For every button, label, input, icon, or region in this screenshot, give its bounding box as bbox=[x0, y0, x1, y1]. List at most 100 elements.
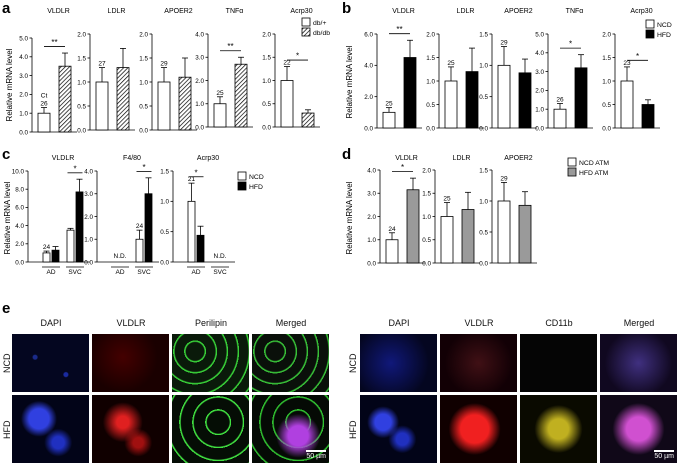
ct-value-label: 23 bbox=[623, 60, 631, 67]
bar-ncd bbox=[187, 200, 196, 263]
bar-db-db bbox=[178, 76, 192, 131]
y-tick-label: 0.5 bbox=[602, 102, 611, 109]
scale-bar-label: 50 µm bbox=[654, 453, 674, 460]
group-label: AD bbox=[191, 269, 200, 276]
chart-title: VLDLR bbox=[392, 8, 415, 15]
bar-hfd bbox=[196, 234, 205, 263]
micrograph-hfd-merged: 50 µm bbox=[600, 395, 677, 463]
y-tick-label: 2.0 bbox=[195, 78, 204, 85]
y-tick-label: 10.0 bbox=[12, 168, 25, 175]
y-tick-label: 1.5 bbox=[139, 55, 148, 62]
column-header-vldlr: VLDLR bbox=[116, 318, 146, 328]
y-tick-label: 0.0 bbox=[77, 127, 86, 134]
y-tick-label: 4.0 bbox=[364, 63, 373, 70]
row-label-hfd: HFD bbox=[2, 420, 12, 440]
scale-bar-label: 50 µm bbox=[306, 453, 326, 460]
y-axis-label-c: Relative mRNA level bbox=[3, 181, 12, 254]
significance-marker: * bbox=[401, 163, 404, 172]
legend-label: NCD ATM bbox=[579, 160, 609, 167]
y-tick-label: 1.5 bbox=[422, 191, 431, 198]
y-tick-label: 0.0 bbox=[139, 127, 148, 134]
y-tick-label: 0.0 bbox=[426, 125, 435, 132]
group-label: SVC bbox=[68, 269, 82, 276]
row-label-ncd: NCD bbox=[2, 353, 12, 374]
y-tick-label: 3.0 bbox=[535, 69, 544, 76]
bar-ncd bbox=[444, 80, 458, 129]
y-tick-label: 0.5 bbox=[139, 103, 148, 110]
scale-bar-line bbox=[306, 450, 326, 452]
significance-marker: * bbox=[569, 40, 572, 49]
chart-title: Acrp30 bbox=[290, 8, 312, 15]
y-tick-label: 0.5 bbox=[479, 229, 488, 236]
y-tick-label: 2.0 bbox=[15, 241, 24, 248]
legend-swatch-black bbox=[237, 181, 247, 191]
scale-bar: 50 µm bbox=[654, 450, 674, 460]
significance-marker: * bbox=[142, 163, 145, 172]
legend-swatch-black bbox=[645, 29, 655, 39]
bar-ncd bbox=[620, 80, 634, 129]
chart-title: LDLR bbox=[453, 155, 471, 162]
micrograph-hfd-perilipin bbox=[172, 395, 249, 463]
y-tick-label: 4.0 bbox=[19, 54, 28, 61]
y-tick-label: 4.0 bbox=[367, 167, 376, 174]
legend-swatch-gray bbox=[567, 167, 577, 177]
panel-label-d: d bbox=[342, 146, 352, 163]
ct-value-label: 26 bbox=[556, 97, 564, 104]
micrograph-ncd-merged bbox=[252, 334, 329, 392]
bar-hfd bbox=[574, 67, 588, 129]
y-tick-label: 1.0 bbox=[19, 111, 28, 118]
y-tick-label: 4.0 bbox=[535, 50, 544, 57]
y-tick-label: 1.0 bbox=[84, 237, 93, 244]
y-tick-label: 0.0 bbox=[367, 260, 376, 267]
chart-title: Acrp30 bbox=[630, 8, 652, 15]
y-tick-label: 1.5 bbox=[479, 167, 488, 174]
chart-title: APOER2 bbox=[504, 155, 533, 162]
y-tick-label: 1.0 bbox=[479, 63, 488, 70]
y-tick-label: 1.0 bbox=[195, 101, 204, 108]
bar-db- bbox=[37, 112, 51, 133]
chart-title: VLDLR bbox=[52, 155, 75, 162]
y-tick-label: 0.5 bbox=[426, 102, 435, 109]
micrograph-hfd-dapi bbox=[12, 395, 89, 463]
bar-db- bbox=[95, 81, 109, 131]
y-tick-label: 1.0 bbox=[602, 78, 611, 85]
scale-bar-line bbox=[654, 450, 674, 452]
legend-label: NCD bbox=[249, 174, 264, 181]
ct-value-label: 25 bbox=[385, 101, 393, 108]
ct-value-label: 24 bbox=[136, 223, 144, 230]
y-tick-label: 2.0 bbox=[364, 94, 373, 101]
bar-db- bbox=[213, 103, 227, 128]
y-tick-label: 1.0 bbox=[535, 107, 544, 114]
y-tick-label: 0.5 bbox=[422, 237, 431, 244]
chart-title: APOER2 bbox=[164, 8, 193, 15]
y-tick-label: 1.0 bbox=[422, 214, 431, 221]
panel-label-b: b bbox=[342, 0, 352, 17]
ct-value-label: 27 bbox=[98, 61, 106, 68]
bar-hfd bbox=[518, 72, 532, 129]
ct-value-label: 29 bbox=[160, 61, 168, 68]
bar-hfd-atm bbox=[518, 204, 532, 264]
y-tick-label: 1.0 bbox=[160, 199, 169, 206]
y-tick-label: 0.5 bbox=[77, 103, 86, 110]
micrograph-ncd-cd11b bbox=[520, 334, 597, 392]
row-label-hfd: HFD bbox=[348, 420, 358, 440]
y-tick-label: 5.0 bbox=[535, 31, 544, 38]
y-tick-label: 0.0 bbox=[15, 259, 24, 266]
y-tick-label: 1.0 bbox=[479, 198, 488, 205]
significance-marker: * bbox=[636, 52, 639, 61]
y-tick-label: 0.0 bbox=[479, 125, 488, 132]
micrograph-hfd-dapi bbox=[360, 395, 437, 463]
y-tick-label: 2.0 bbox=[139, 31, 148, 38]
column-header-perilipin: Perilipin bbox=[194, 318, 227, 328]
panel-label-a: a bbox=[2, 0, 11, 17]
micrograph-ncd-dapi bbox=[12, 334, 89, 392]
bar-hfd-atm bbox=[406, 189, 420, 264]
ct-prefix-label: Ct bbox=[41, 93, 48, 100]
y-tick-label: 0.0 bbox=[84, 259, 93, 266]
not-detected-label: N.D. bbox=[214, 253, 227, 260]
column-header-merged: Merged bbox=[275, 318, 307, 328]
bar-ncd bbox=[382, 111, 396, 129]
y-tick-label: 1.5 bbox=[77, 55, 86, 62]
legend-label: HFD bbox=[657, 32, 671, 39]
column-header-cd11b: CD11b bbox=[545, 318, 573, 328]
